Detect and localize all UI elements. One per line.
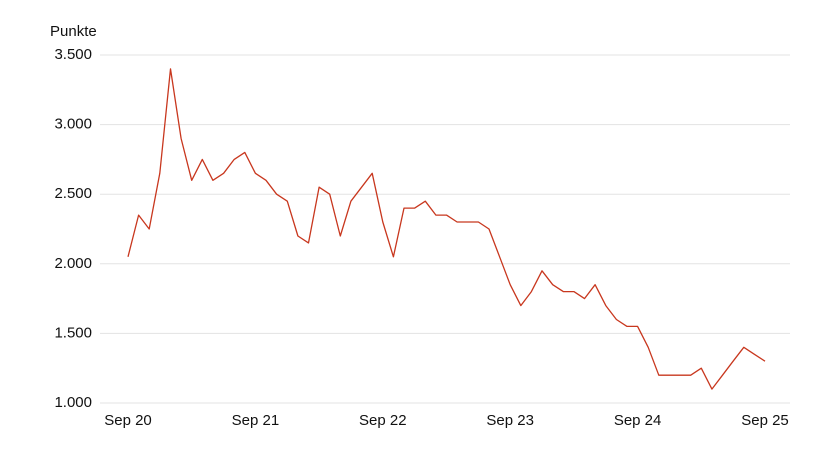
- x-tick-label: Sep 23: [486, 412, 534, 429]
- y-tick-label: 2.500: [54, 185, 92, 202]
- y-tick-label: 1.000: [54, 394, 92, 411]
- x-tick-label: Sep 22: [359, 412, 407, 429]
- y-axis-label: Punkte: [50, 23, 97, 40]
- line: [127, 68, 766, 390]
- x-tick-label: Sep 20: [104, 412, 152, 429]
- x-tick-label: Sep 21: [232, 412, 280, 429]
- x-tick-label: Sep 24: [614, 412, 662, 429]
- y-tick-label: 2.000: [54, 255, 92, 272]
- y-tick-label: 1.500: [54, 324, 92, 341]
- y-tick-label: 3.000: [54, 116, 92, 133]
- x-tick-label: Sep 25: [741, 412, 789, 429]
- y-tick-label: 3.500: [54, 46, 92, 63]
